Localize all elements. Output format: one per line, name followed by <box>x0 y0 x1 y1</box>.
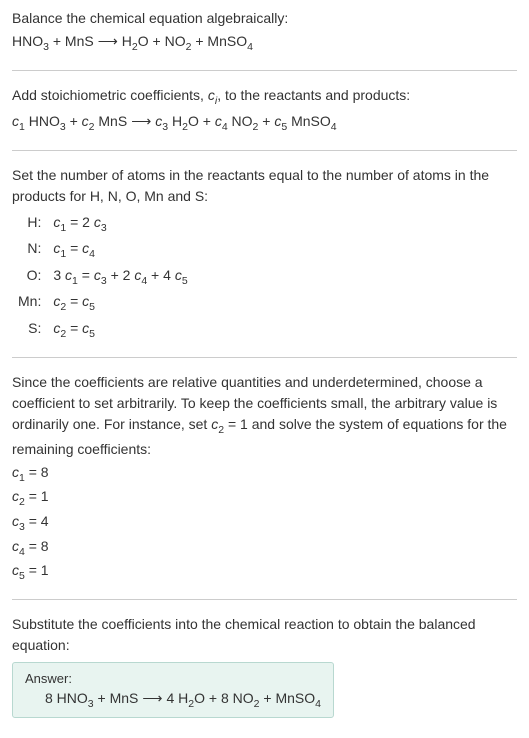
atom-equation: 3 c1 = c3 + 2 c4 + 4 c5 <box>47 264 193 291</box>
table-row: S: c2 = c5 <box>12 317 194 344</box>
list-item: c2 = 1 <box>12 486 517 511</box>
step1-text: Add stoichiometric coefficients, ci, to … <box>12 85 517 110</box>
divider <box>12 70 517 71</box>
answer-equation: 8 HNO3 + MnS ⟶ 4 H2O + 8 NO2 + MnSO4 <box>25 690 321 710</box>
step1-equation: c1 HNO3 + c2 MnS ⟶ c3 H2O + c4 NO2 + c5 … <box>12 111 517 136</box>
step3-text: Since the coefficients are relative quan… <box>12 372 517 460</box>
answer-label: Answer: <box>25 671 321 686</box>
atom-equation: c2 = c5 <box>47 317 193 344</box>
atom-equation: c1 = 2 c3 <box>47 211 193 238</box>
atom-label: O: <box>12 264 47 291</box>
table-row: O: 3 c1 = c3 + 2 c4 + 4 c5 <box>12 264 194 291</box>
atom-equation: c2 = c5 <box>47 290 193 317</box>
coefficient-list: c1 = 8 c2 = 1 c3 = 4 c4 = 8 c5 = 1 <box>12 462 517 585</box>
step2-text: Set the number of atoms in the reactants… <box>12 165 517 207</box>
step4-section: Substitute the coefficients into the che… <box>12 614 517 719</box>
atom-equation: c1 = c4 <box>47 237 193 264</box>
atom-label: H: <box>12 211 47 238</box>
intro-equation: HNO3 + MnS ⟶ H2O + NO2 + MnSO4 <box>12 31 517 56</box>
step2-section: Set the number of atoms in the reactants… <box>12 165 517 344</box>
list-item: c4 = 8 <box>12 536 517 561</box>
list-item: c5 = 1 <box>12 560 517 585</box>
step3-section: Since the coefficients are relative quan… <box>12 372 517 584</box>
step4-text: Substitute the coefficients into the che… <box>12 614 517 656</box>
list-item: c1 = 8 <box>12 462 517 487</box>
atom-equations-table: H: c1 = 2 c3 N: c1 = c4 O: 3 c1 = c3 + 2… <box>12 211 194 344</box>
list-item: c3 = 4 <box>12 511 517 536</box>
atom-label: Mn: <box>12 290 47 317</box>
intro-text: Balance the chemical equation algebraica… <box>12 8 517 29</box>
divider <box>12 599 517 600</box>
divider <box>12 357 517 358</box>
intro-section: Balance the chemical equation algebraica… <box>12 8 517 56</box>
atom-label: N: <box>12 237 47 264</box>
answer-box: Answer: 8 HNO3 + MnS ⟶ 4 H2O + 8 NO2 + M… <box>12 662 334 719</box>
divider <box>12 150 517 151</box>
table-row: N: c1 = c4 <box>12 237 194 264</box>
table-row: H: c1 = 2 c3 <box>12 211 194 238</box>
step1-section: Add stoichiometric coefficients, ci, to … <box>12 85 517 136</box>
atom-label: S: <box>12 317 47 344</box>
table-row: Mn: c2 = c5 <box>12 290 194 317</box>
